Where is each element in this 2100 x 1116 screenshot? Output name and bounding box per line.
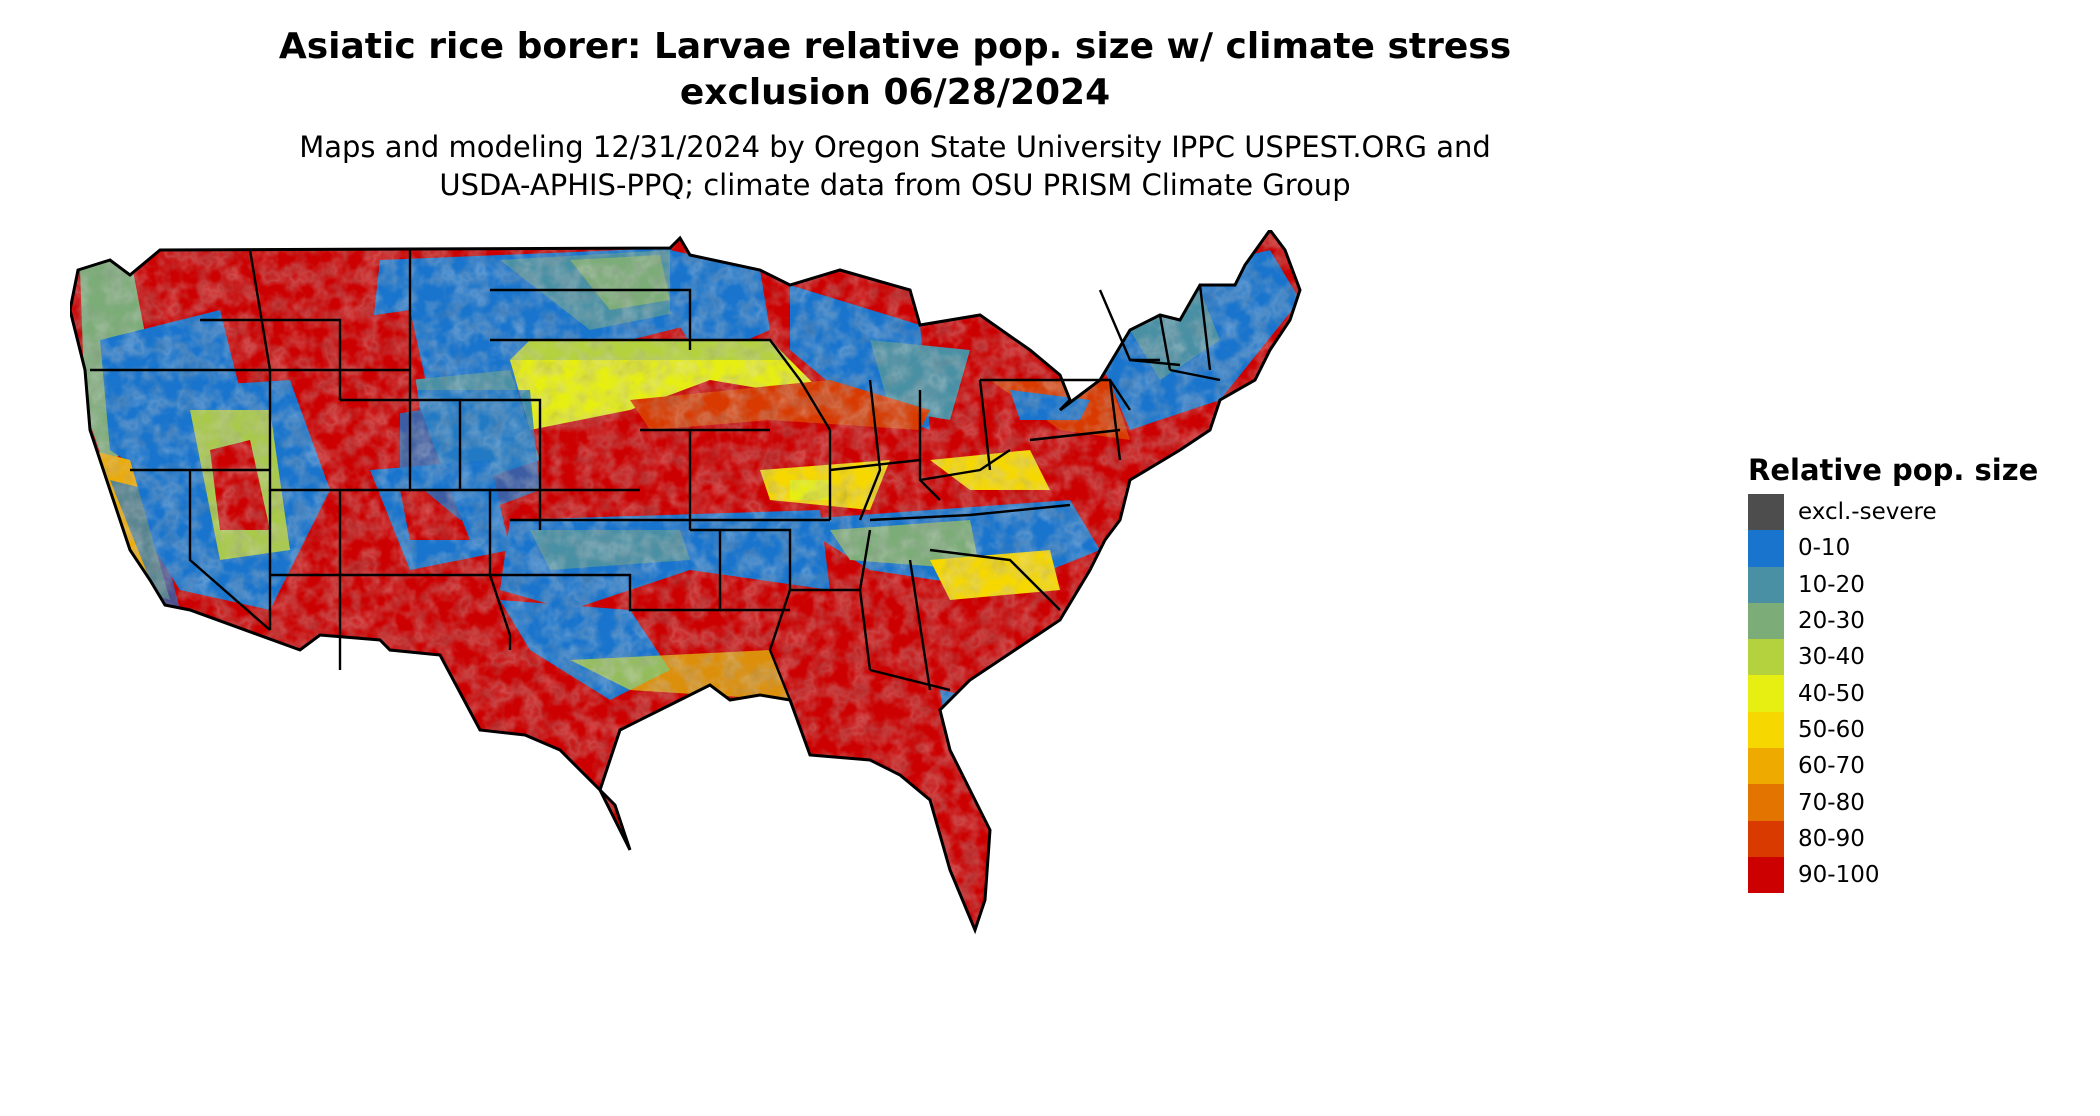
legend-swatch xyxy=(1748,675,1784,712)
legend-label: 50-60 xyxy=(1798,716,1865,743)
us-outline xyxy=(70,230,1302,935)
legend-title: Relative pop. size xyxy=(1748,453,2039,487)
map-title-line-1: Asiatic rice borer: Larvae relative pop.… xyxy=(278,26,1512,67)
legend-item: 30-40 xyxy=(1748,639,2078,676)
map-subtitle-line-1: Maps and modeling 12/31/2024 by Oregon S… xyxy=(299,130,1491,164)
legend-item: 70-80 xyxy=(1748,784,2078,821)
legend-label: 20-30 xyxy=(1798,608,1865,635)
legend-swatch xyxy=(1748,566,1784,603)
legend-label: 80-90 xyxy=(1798,825,1865,852)
legend-item: 90-100 xyxy=(1748,856,2078,894)
us-population-map xyxy=(70,230,1302,935)
legend-label: 70-80 xyxy=(1798,789,1865,816)
legend-label: 40-50 xyxy=(1798,680,1865,707)
legend: Relative pop. size excl.-severe 0-10 10-20… xyxy=(1748,452,2078,894)
legend-item: 0-10 xyxy=(1748,530,2078,567)
legend-label: 60-70 xyxy=(1798,753,1865,780)
legend-swatch xyxy=(1748,820,1784,857)
legend-label: 30-40 xyxy=(1798,644,1865,671)
legend-label: excl.-severe xyxy=(1798,499,1937,526)
legend-items: excl.-severe 0-10 10-20 20-30 30-40 40-50 50-6… xyxy=(1748,494,2078,894)
legend-swatch xyxy=(1748,494,1784,531)
legend-item: 40-50 xyxy=(1748,675,2078,712)
legend-item: 60-70 xyxy=(1748,748,2078,785)
legend-swatch xyxy=(1748,711,1784,749)
legend-item: 80-90 xyxy=(1748,820,2078,857)
map-title-line-2: exclusion 06/28/2024 xyxy=(679,72,1111,113)
legend-swatch xyxy=(1748,602,1784,640)
legend-label: 0-10 xyxy=(1798,535,1851,562)
legend-swatch xyxy=(1748,530,1784,567)
legend-swatch xyxy=(1748,784,1784,821)
map-fill xyxy=(70,230,1300,930)
legend-item: excl.-severe xyxy=(1748,494,2078,531)
legend-label: 10-20 xyxy=(1798,571,1865,598)
map-subtitle-line-2: USDA-APHIS-PPQ; climate data from OSU PR… xyxy=(439,168,1351,202)
legend-swatch xyxy=(1748,748,1784,785)
legend-swatch xyxy=(1748,856,1784,894)
legend-item: 10-20 xyxy=(1748,566,2078,603)
legend-item: 20-30 xyxy=(1748,602,2078,640)
legend-label: 90-100 xyxy=(1798,862,1880,889)
legend-swatch xyxy=(1748,639,1784,676)
legend-item: 50-60 xyxy=(1748,711,2078,749)
state-boundaries xyxy=(90,249,1221,701)
